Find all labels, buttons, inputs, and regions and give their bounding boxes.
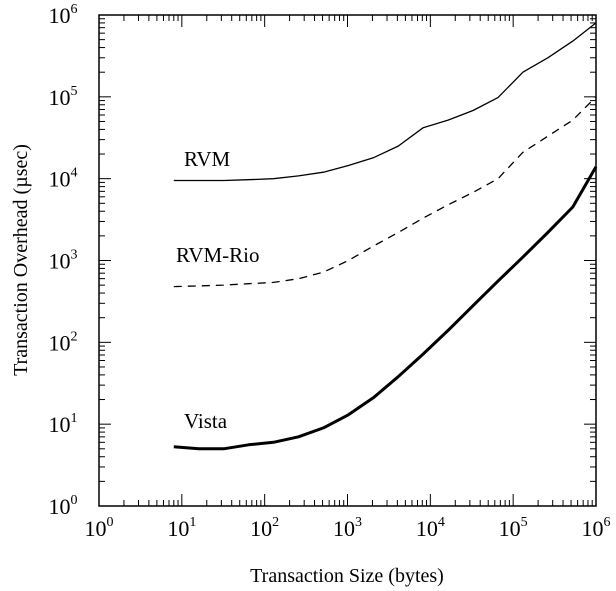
series-line-rvm-rio xyxy=(173,96,597,288)
x-tick-label: 104 xyxy=(416,515,445,541)
y-tick-label: 101 xyxy=(49,411,78,437)
series-label-rvm: RVM xyxy=(184,147,230,171)
x-tick-label: 106 xyxy=(582,515,611,541)
x-tick-label: 100 xyxy=(85,515,114,541)
y-tick-labels: 100 101 102 103 104 105 106 xyxy=(49,2,78,519)
y-tick-label: 102 xyxy=(49,329,78,355)
y-tick-label: 105 xyxy=(49,84,78,110)
series-label-vista: Vista xyxy=(184,409,228,433)
y-axis-title: Transaction Overhead (µsec) xyxy=(10,144,32,376)
y-tick-label: 103 xyxy=(49,248,78,274)
y-tick-label: 100 xyxy=(49,493,78,519)
x-tick-labels: 100 101 102 103 104 105 106 xyxy=(85,515,611,541)
x-tick-label: 105 xyxy=(499,515,528,541)
y-tick-label: 104 xyxy=(49,166,78,192)
x-axis-title: Transaction Size (bytes) xyxy=(250,565,444,587)
series-label-rvm-rio: RVM-Rio xyxy=(176,243,260,267)
axis-ticks xyxy=(98,15,596,507)
x-tick-label: 103 xyxy=(333,515,362,541)
series-line-rvm xyxy=(173,22,597,182)
x-tick-label: 101 xyxy=(167,515,196,541)
series-line-vista xyxy=(173,165,598,451)
x-tick-label: 102 xyxy=(250,515,279,541)
y-tick-label: 106 xyxy=(49,2,78,28)
series-lines xyxy=(173,22,598,451)
